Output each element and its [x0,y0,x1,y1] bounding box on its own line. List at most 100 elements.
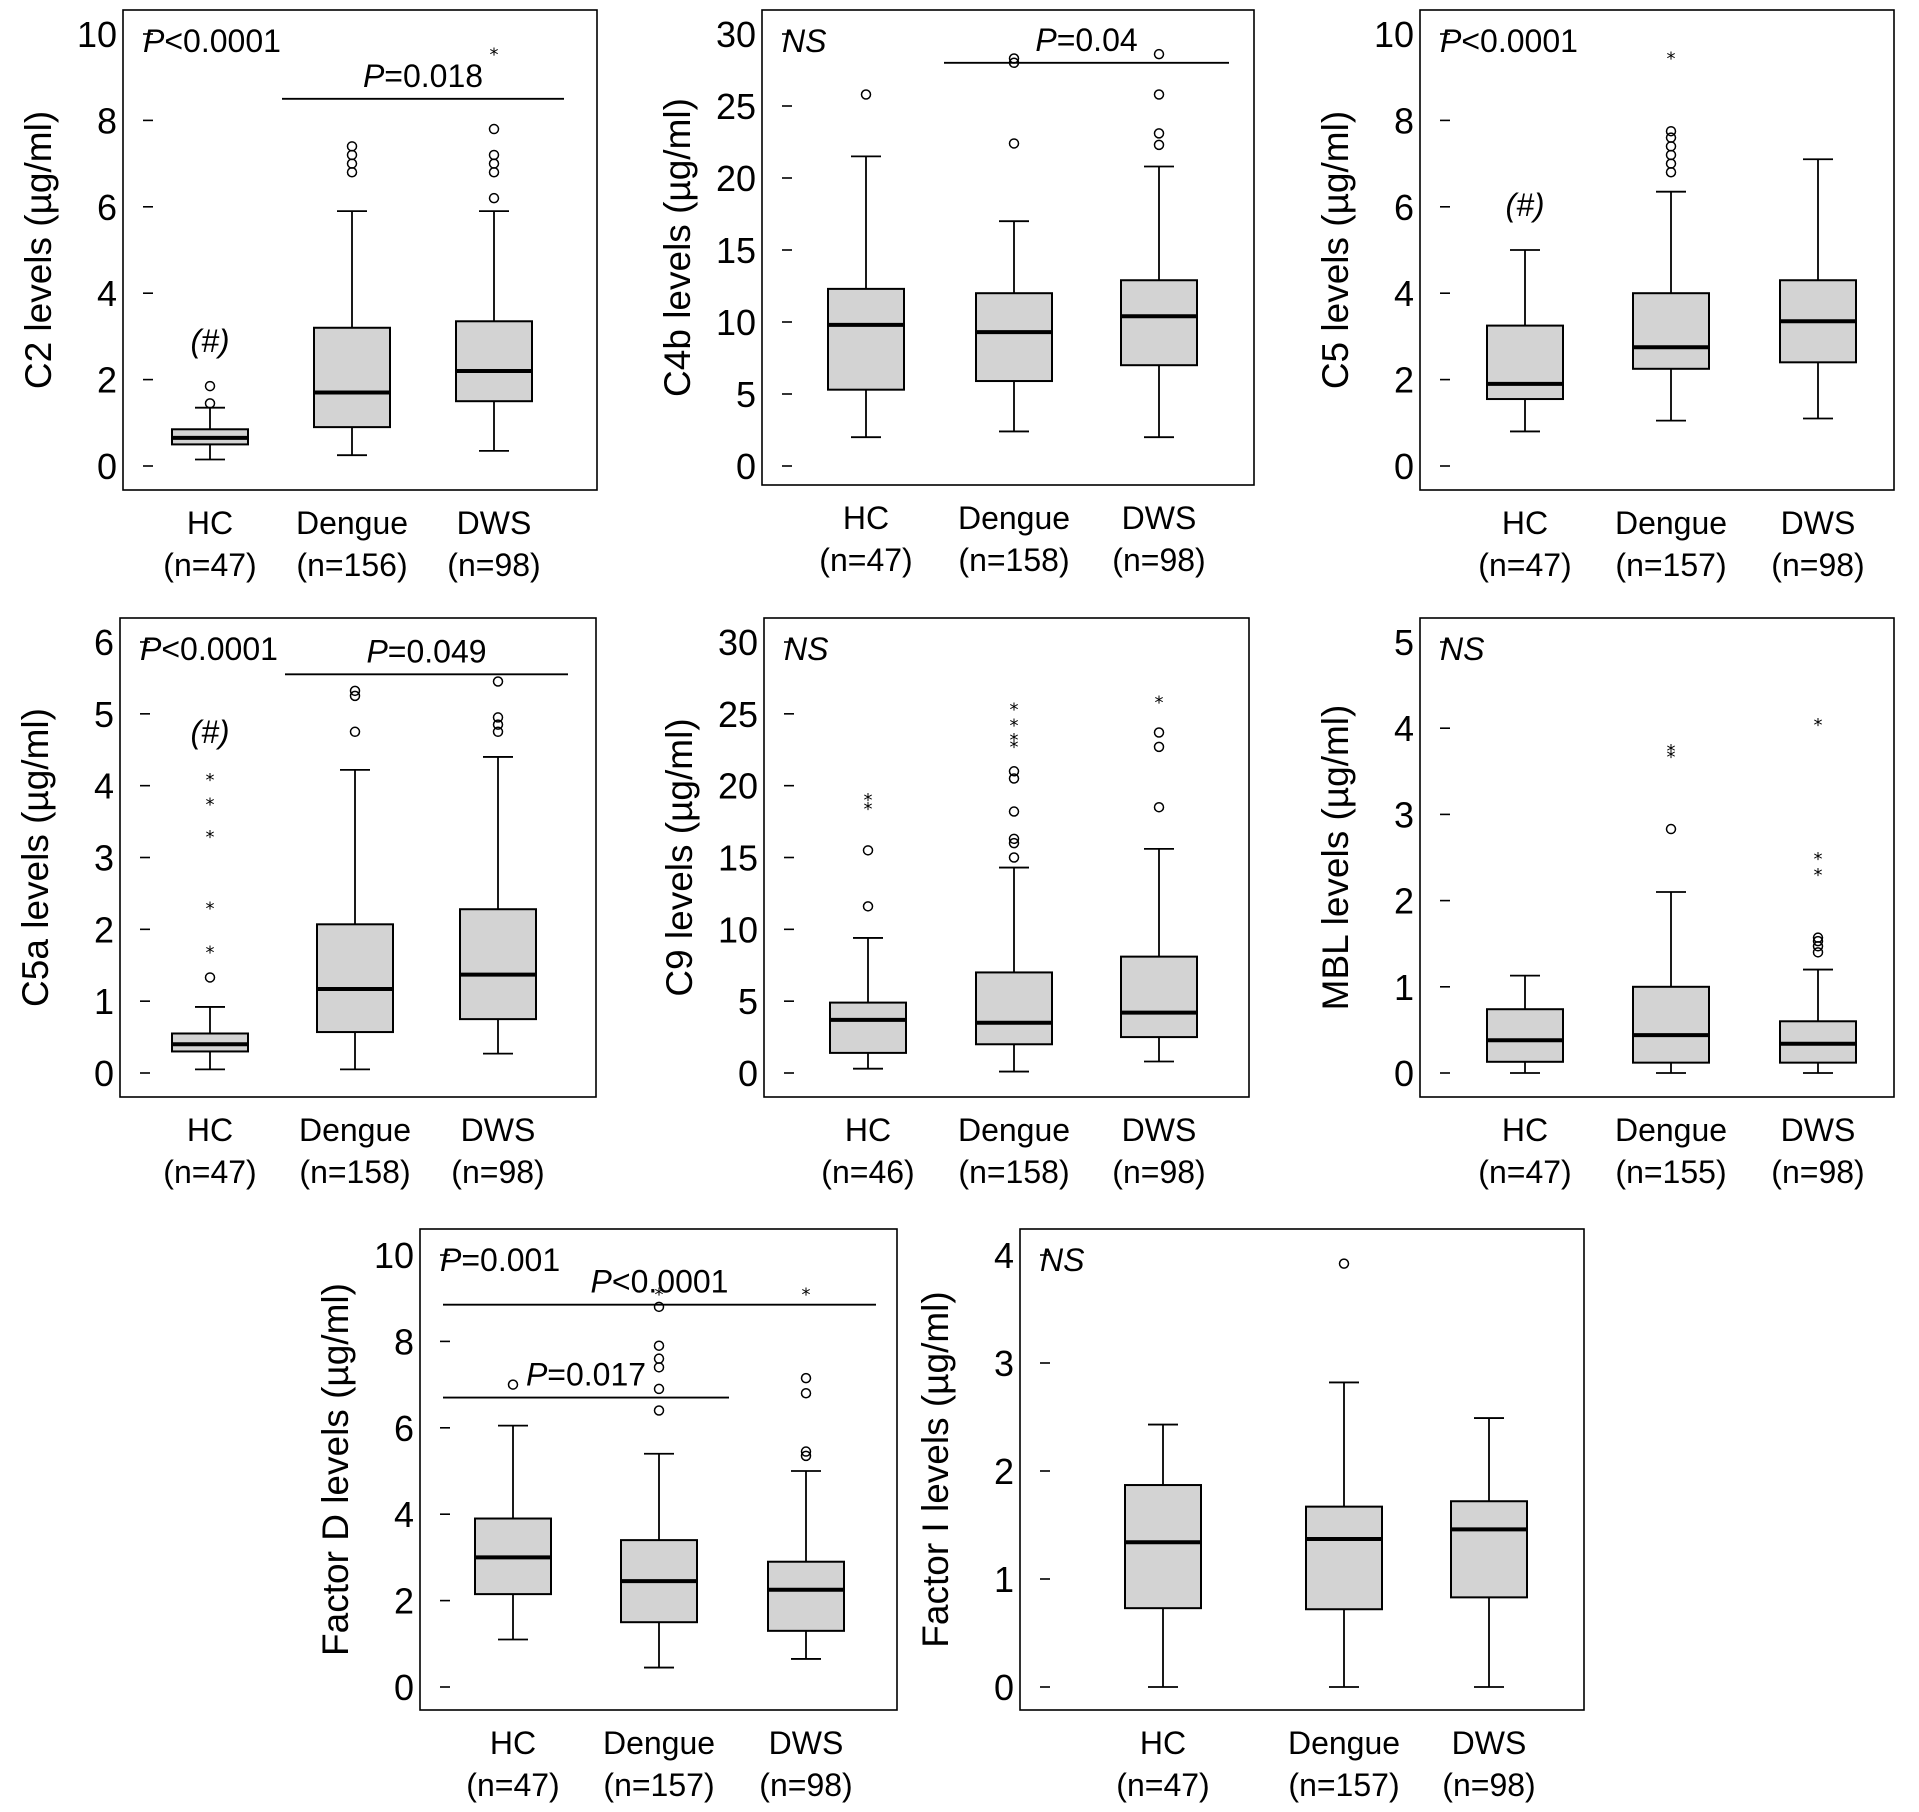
y-tick-label: 10 [374,1235,414,1276]
extreme-outlier-star: * [490,44,499,65]
y-tick-label: 3 [1394,794,1414,835]
y-tick-label: 10 [716,302,756,343]
y-tick-label: 20 [716,158,756,199]
outlier-circle [1812,935,1824,947]
sample-size-label: (n=157) [603,1767,714,1803]
y-tick-label: 2 [994,1451,1014,1492]
extreme-outlier-star: * [1155,692,1164,713]
category-label: Dengue [603,1725,715,1761]
extreme-outlier-star: * [1667,741,1676,762]
box-dengue: * [620,1285,698,1669]
iqr-box [316,923,394,1034]
overall-p-value: P<0.0001 [140,631,278,667]
category-label: HC [845,1112,891,1148]
sample-size-label: (n=155) [1615,1154,1726,1190]
category-label: Dengue [958,1112,1070,1148]
sample-size-label: (n=157) [1615,547,1726,583]
outlier-circle [653,1340,665,1351]
y-tick-label: 15 [718,838,758,879]
panel-8: 0 1 2 3 4 Factor I levels (µg/ml) HC (n=47) Deng… [915,1228,1585,1803]
panel-4: 0 1 2 3 4 5 6 C5a levels (µg/ml) HC (n=47) Dengue (… [15,617,597,1190]
sample-size-label: (n=158) [299,1154,410,1190]
outlier-circle [1812,947,1824,958]
box-hc [1124,1423,1202,1688]
outlier-circle [507,1379,519,1390]
iqr-box [1450,1500,1528,1599]
y-axis-label: C4b levels (µg/ml) [657,98,698,397]
y-axis-label: C5a levels (µg/ml) [15,708,56,1007]
outlier-circle [1665,823,1677,835]
y-tick-label: 0 [394,1667,414,1708]
y-tick-label: 5 [94,694,114,735]
not-significant-label: NS [782,23,826,59]
not-significant-label: NS [784,631,828,667]
box-dengue: **** [975,700,1053,1073]
category-label: HC [1502,505,1548,541]
category-label: HC [1140,1725,1186,1761]
box-dengue [316,685,394,1071]
extreme-outlier-star: * [1010,730,1019,751]
outlier-circle [204,380,216,392]
outlier-circle [488,149,500,161]
box-dws [1450,1417,1528,1688]
iqr-box [1120,279,1198,367]
iqr-box [1632,292,1710,370]
box-dws [1779,158,1857,420]
iqr-box [1486,324,1564,401]
y-tick-label: 10 [1374,14,1414,55]
outlier-circle [1665,125,1677,137]
panel-7: 0 2 4 6 8 10 Factor D levels (µg/ml) HC (n=47) De… [315,1228,898,1803]
y-tick-label: 8 [1394,100,1414,141]
y-tick-label: 4 [97,273,117,314]
outlier-circle [860,89,872,100]
overall-p-value: P<0.0001 [1440,23,1578,59]
y-tick-label: 25 [718,694,758,735]
y-tick-label: 1 [1394,967,1414,1008]
category-label: HC [187,1112,233,1148]
significance-mark: (#) [190,323,229,359]
sample-size-label: (n=47) [163,547,256,583]
y-tick-label: 6 [394,1408,414,1449]
extreme-outlier-star: * [655,1285,664,1306]
outlier-circle [1338,1258,1350,1269]
outlier-circle [204,972,216,983]
sample-size-label: (n=98) [1771,547,1864,583]
y-tick-label: 2 [97,360,117,401]
box-dws: * [1120,692,1198,1063]
y-axis-label: C2 levels (µg/ml) [18,111,59,389]
panel-3: 0 2 4 6 8 10 C5 levels (µg/ml) HC (n=47) Dengue (n… [1315,9,1895,583]
y-tick-label: 4 [94,766,114,807]
iqr-box [455,320,533,403]
extreme-outlier-star: * [1814,715,1823,736]
iqr-box [767,1560,845,1632]
not-significant-label: NS [1040,1242,1084,1278]
comparison-p-value: P=0.049 [366,633,486,669]
y-tick-label: 15 [716,230,756,271]
y-tick-label: 4 [394,1494,414,1535]
y-tick-label: 0 [1394,446,1414,487]
outlier-circle [349,685,361,697]
extreme-outlier-star: * [802,1285,811,1306]
sample-size-label: (n=98) [447,547,540,583]
category-label: HC [187,505,233,541]
y-tick-label: 2 [1394,360,1414,401]
y-tick-label: 0 [1394,1053,1414,1094]
sample-size-label: (n=157) [1288,1767,1399,1803]
category-label: Dengue [299,1112,411,1148]
y-tick-label: 1 [94,981,114,1022]
outlier-circle [492,712,504,723]
y-tick-label: 30 [718,622,758,663]
extreme-outlier-star: * [1814,849,1823,870]
sample-size-label: (n=158) [958,542,1069,578]
extreme-outlier-star: * [1667,49,1676,70]
y-tick-label: 6 [97,187,117,228]
category-label: HC [843,500,889,536]
outlier-circle [492,719,504,730]
outlier-circle [1153,48,1165,60]
sample-size-label: (n=47) [1478,1154,1571,1190]
outlier-circle [1008,837,1020,849]
y-tick-label: 20 [718,766,758,807]
y-axis-label: MBL levels (µg/ml) [1315,705,1356,1011]
category-label: Dengue [296,505,408,541]
extreme-outlier-star: * [1010,700,1019,721]
